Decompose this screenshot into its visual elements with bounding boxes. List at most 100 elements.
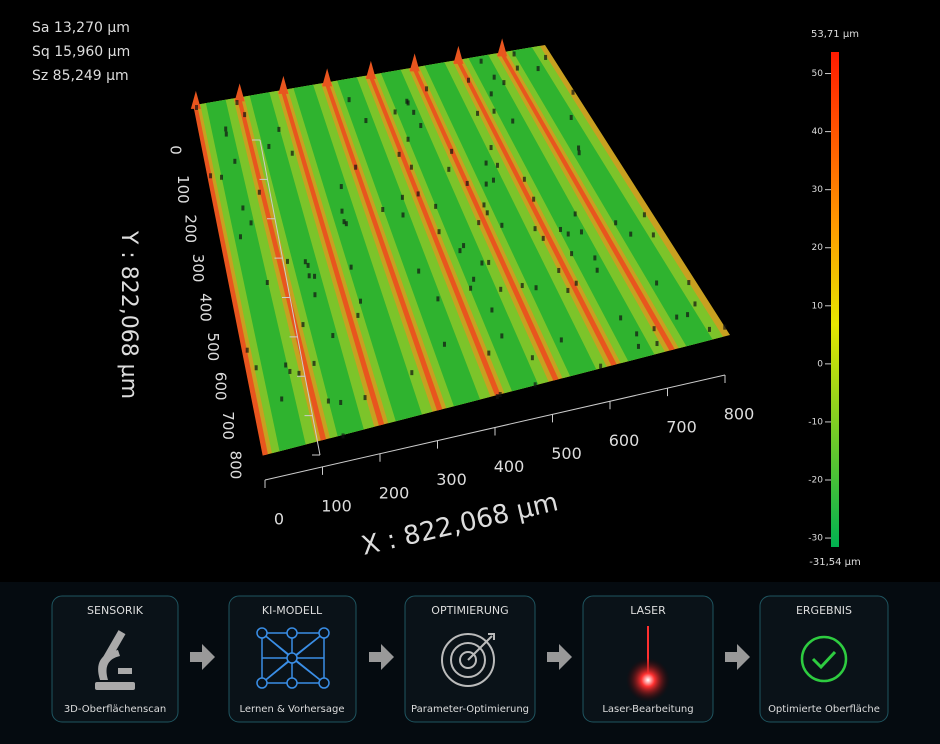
surface-speck — [487, 260, 490, 265]
surface-speck — [567, 231, 570, 236]
surface-speck — [348, 97, 351, 102]
surface-speck — [447, 167, 450, 172]
y-tick-label: 500 — [204, 333, 222, 362]
surface-speck — [356, 313, 359, 318]
surface-speck — [239, 234, 242, 239]
surface-speck — [487, 351, 490, 356]
surface-speck — [469, 286, 472, 291]
surface-speck — [513, 51, 516, 56]
y-tick-label: 400 — [197, 293, 215, 322]
surface-speck — [407, 137, 410, 142]
surface-speck — [235, 100, 238, 105]
colorbar-tick-label: 0 — [817, 359, 823, 369]
surface-speck — [635, 331, 638, 336]
surface-speck — [308, 273, 311, 278]
step-caption: Parameter-Optimierung — [411, 704, 529, 715]
surface-speck — [401, 195, 404, 200]
y-tick-label: 0 — [167, 145, 185, 155]
surface-speck — [225, 132, 228, 137]
surface-speck — [434, 204, 437, 209]
surface-speck — [307, 263, 310, 268]
surface-speck — [407, 100, 410, 105]
surface-speck — [246, 348, 249, 353]
surface-speck — [572, 90, 575, 95]
stat: Sz 85,249 µm — [32, 68, 129, 84]
surface-speck — [224, 126, 227, 131]
surface-speck — [637, 344, 640, 349]
surface-speck — [500, 223, 503, 228]
surface-speck — [619, 315, 622, 320]
surface-speck — [493, 75, 496, 80]
surface-speck — [542, 236, 545, 241]
surface-speck — [499, 392, 502, 397]
ridge-peak — [322, 68, 332, 86]
step-caption: Lernen & Vorhersage — [239, 704, 344, 715]
surface-speck — [511, 119, 514, 124]
surface-speck — [485, 161, 488, 166]
surface-speck — [472, 277, 475, 282]
surface-speck — [559, 227, 562, 232]
surface-speck — [523, 177, 526, 182]
stat: Sa 13,270 µm — [32, 20, 130, 36]
ridge-peak — [497, 38, 507, 56]
surface-speck — [331, 333, 334, 338]
surface-speck — [492, 178, 495, 183]
surface-speck — [577, 145, 580, 150]
x-tick-label: 400 — [494, 457, 525, 476]
x-tick-label: 200 — [379, 483, 410, 502]
surface-speck — [417, 191, 420, 196]
surface-speck — [480, 59, 483, 64]
surface-speck — [209, 173, 212, 178]
surface-speck — [476, 111, 479, 116]
step-box: KI-MODELL Lernen & Vorhersage — [229, 596, 356, 722]
surface-speck — [381, 207, 384, 212]
surface-speck — [723, 325, 726, 330]
surface-speck — [655, 280, 658, 285]
surface-speck — [412, 110, 415, 115]
surface-speck — [708, 327, 711, 332]
step-box: LASER Laser-Bearbeitung — [583, 596, 713, 722]
colorbar-tick-label: -20 — [808, 475, 823, 485]
step-title: SENSORIK — [87, 604, 144, 617]
colorbar-tick-label: 30 — [812, 185, 824, 195]
surface-speck — [340, 184, 343, 189]
surface-speck — [438, 229, 441, 234]
surface-speck — [280, 396, 283, 401]
step-caption: Laser-Bearbeitung — [602, 704, 693, 715]
surface-speck — [288, 369, 291, 374]
colorbar — [831, 52, 839, 547]
surface-speck — [462, 243, 465, 248]
step-caption: 3D-Oberflächenscan — [64, 704, 166, 715]
surface-speck — [496, 394, 499, 399]
y-axis-label: Y : 822,068 µm — [116, 230, 141, 399]
x-tick-label: 700 — [666, 418, 697, 437]
surface-speck — [298, 371, 301, 376]
surface-speck — [233, 159, 236, 164]
surface-speck — [502, 80, 505, 85]
surface-speck — [354, 165, 357, 170]
x-tick-label: 300 — [436, 470, 467, 489]
surface-speck — [327, 399, 330, 404]
surface-speck — [241, 205, 244, 210]
surface-speck — [496, 163, 499, 168]
colorbar-min: -31,54 µm — [809, 557, 861, 568]
surface-speck — [687, 280, 690, 285]
colorbar-tick-label: 50 — [812, 69, 824, 79]
surface-speck — [410, 165, 413, 170]
surface-speck — [220, 175, 223, 180]
x-tick-label: 800 — [724, 405, 755, 424]
surface-speck — [398, 152, 401, 157]
x-tick-label: 500 — [551, 444, 582, 463]
ridge-peak — [366, 61, 376, 79]
y-tick-label: 200 — [182, 214, 200, 243]
step-title: LASER — [630, 604, 666, 617]
surface-speck — [580, 229, 583, 234]
step-box: ERGEBNIS Optimierte Oberfläche — [760, 596, 888, 722]
surface-speck — [345, 221, 348, 226]
surface-speck — [291, 151, 294, 156]
surface-speck — [313, 361, 316, 366]
colorbar-tick-label: -30 — [808, 534, 823, 544]
surface-speck — [410, 370, 413, 375]
surface-speck — [570, 115, 573, 120]
surface-speck — [477, 220, 480, 225]
